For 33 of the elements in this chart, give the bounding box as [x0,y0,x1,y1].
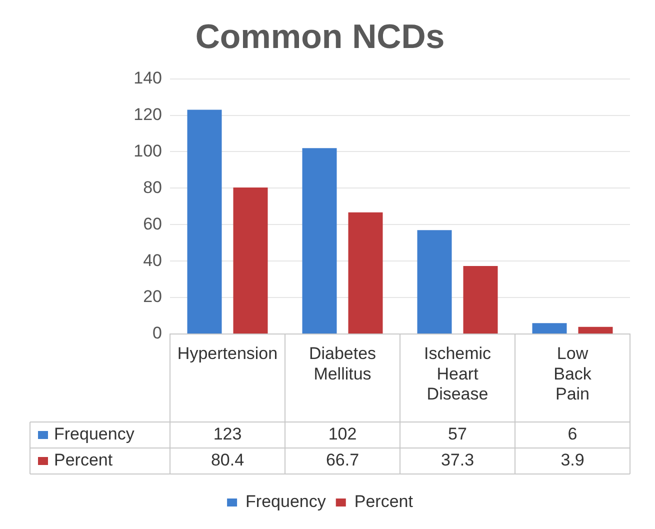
bar [417,230,452,334]
data-label: 6 [568,424,578,444]
x-tick-label: Hypertension [177,344,278,363]
chart-title: Common NCDs [195,18,445,56]
y-tick-label: 100 [134,141,162,160]
data-label: 80.4 [210,450,244,470]
data-label: 37.3 [440,450,474,470]
bar [532,323,567,334]
y-tick-label: 40 [143,250,162,270]
bar [463,266,498,334]
x-tick-label: Ischemic Heart Disease [424,344,492,404]
bar [578,326,613,334]
bar [302,148,337,334]
x-tick-label: Diabetes Mellitus [308,344,376,384]
bar [233,187,268,334]
y-tick-label: 120 [134,104,162,124]
bar [187,110,222,334]
legend-label: Percent [354,492,414,512]
data-label: 57 [448,424,467,444]
text: Percent [54,450,113,470]
y-tick-label: 0 [152,324,162,343]
y-tick-label: 140 [134,68,162,88]
y-tick-label: 60 [143,214,162,234]
y-tick-label: 20 [143,287,162,306]
bar [348,212,383,334]
text: Frequency [246,492,326,512]
x-tick-label: Low Back Pain [554,344,592,404]
y-tick-label: 80 [143,178,162,197]
data-label: 66.7 [326,450,360,470]
data-label: 102 [328,424,357,444]
data-label: 3.9 [560,450,584,470]
legend-label: Frequency [54,424,135,444]
data-label: 123 [213,424,242,444]
